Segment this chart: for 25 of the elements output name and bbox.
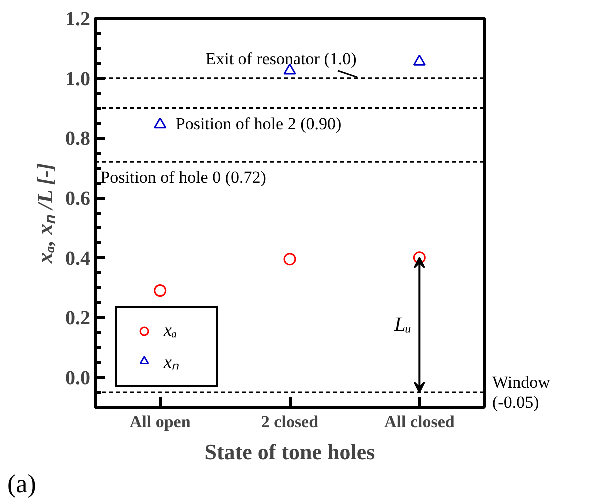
legend-label: xₙ (164, 351, 180, 373)
x-tick-label: All open (130, 412, 192, 432)
y-tick-label: 0.6 (66, 188, 90, 210)
y-tick-label: 0.0 (66, 368, 90, 390)
y-tick-label: 1.2 (66, 8, 90, 30)
point (154, 118, 167, 129)
y-axis-title: xₐ, xₙ /L [-] (32, 163, 58, 265)
annotation: Lᵤ (394, 314, 412, 336)
x-tick-label: 2 closed (261, 412, 320, 432)
point (413, 54, 426, 66)
ref-line-label: Window (-0.05) (492, 373, 552, 412)
point (154, 284, 167, 298)
ref-line-label: Position of hole 2 (0.90) (176, 114, 342, 134)
text: (a) (8, 470, 36, 498)
y-tick-label: 0.2 (66, 308, 90, 330)
x-tick-label: All closed (384, 412, 456, 432)
y-tick-label: 0.4 (66, 248, 90, 270)
y-tick-label: 1.0 (66, 68, 90, 90)
x-axis-title: State of tone holes (204, 440, 376, 464)
point (413, 252, 426, 264)
y-tick-label: 0.8 (66, 128, 90, 150)
ref-line-label: Position of hole 0 (0.72) (100, 168, 266, 188)
legend-label: xₐ (164, 320, 178, 341)
ref-line-label: Exit of resonator (1.0) (206, 49, 357, 68)
point (284, 253, 296, 266)
